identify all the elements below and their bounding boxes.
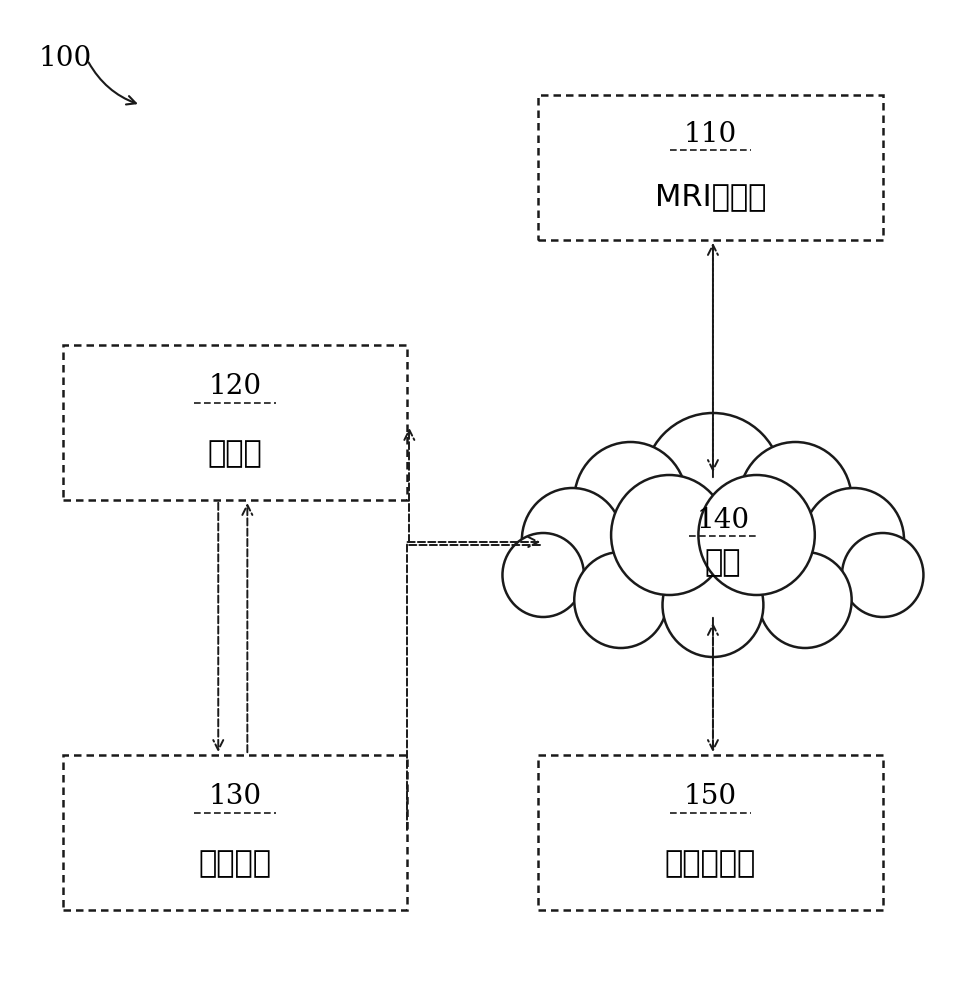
Bar <box>538 95 882 240</box>
Text: 外部数据库: 外部数据库 <box>664 849 756 878</box>
Circle shape <box>662 553 763 657</box>
Text: 控制器: 控制器 <box>207 439 263 468</box>
Text: 100: 100 <box>39 45 92 72</box>
Text: 110: 110 <box>683 121 736 148</box>
Bar <box>63 345 407 500</box>
Circle shape <box>502 533 583 617</box>
Circle shape <box>610 475 727 595</box>
Bar <box>63 755 407 910</box>
Circle shape <box>802 488 903 592</box>
Circle shape <box>574 552 667 648</box>
Circle shape <box>698 475 814 595</box>
Text: 150: 150 <box>683 783 736 810</box>
Ellipse shape <box>509 435 916 655</box>
Circle shape <box>642 413 782 557</box>
Bar <box>538 755 882 910</box>
Text: MRI扫描仪: MRI扫描仪 <box>654 182 766 211</box>
Circle shape <box>738 442 851 558</box>
Text: 120: 120 <box>208 373 262 400</box>
Text: 130: 130 <box>208 783 262 810</box>
Text: 网络: 网络 <box>703 548 740 578</box>
Circle shape <box>521 488 622 592</box>
Text: 存储模块: 存储模块 <box>199 849 271 878</box>
Circle shape <box>758 552 851 648</box>
Text: 140: 140 <box>696 506 748 533</box>
Circle shape <box>841 533 922 617</box>
Circle shape <box>574 442 686 558</box>
